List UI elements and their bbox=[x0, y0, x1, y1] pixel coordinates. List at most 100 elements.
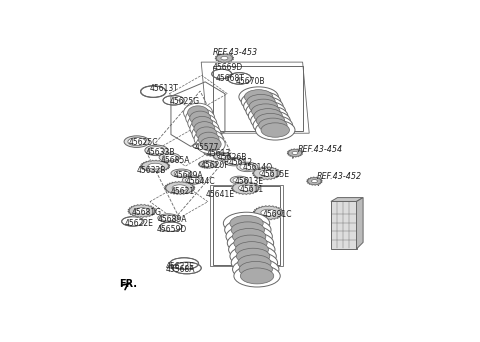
Ellipse shape bbox=[161, 215, 176, 221]
Text: 45632B: 45632B bbox=[137, 166, 166, 175]
Ellipse shape bbox=[148, 163, 162, 169]
Ellipse shape bbox=[224, 157, 244, 166]
Polygon shape bbox=[252, 167, 281, 180]
Ellipse shape bbox=[198, 132, 219, 146]
Polygon shape bbox=[287, 149, 303, 157]
Polygon shape bbox=[215, 53, 234, 63]
Polygon shape bbox=[331, 201, 357, 249]
Text: 45626B: 45626B bbox=[217, 153, 247, 162]
Text: 45611: 45611 bbox=[240, 185, 264, 194]
Ellipse shape bbox=[148, 147, 165, 154]
Ellipse shape bbox=[182, 176, 204, 184]
Text: 45633B: 45633B bbox=[146, 148, 175, 157]
Text: 45644C: 45644C bbox=[185, 177, 215, 186]
Ellipse shape bbox=[233, 258, 279, 280]
Ellipse shape bbox=[226, 225, 272, 248]
Ellipse shape bbox=[158, 214, 179, 222]
Ellipse shape bbox=[128, 137, 145, 146]
Ellipse shape bbox=[255, 120, 295, 140]
Text: 45669D: 45669D bbox=[213, 63, 243, 73]
Ellipse shape bbox=[174, 170, 189, 176]
Text: 45689A: 45689A bbox=[158, 215, 187, 224]
Ellipse shape bbox=[244, 96, 283, 116]
Ellipse shape bbox=[254, 109, 282, 123]
Polygon shape bbox=[231, 182, 260, 195]
Text: 45613T: 45613T bbox=[150, 84, 179, 93]
Text: 45691C: 45691C bbox=[263, 210, 293, 219]
Ellipse shape bbox=[253, 115, 293, 135]
Text: 45612: 45612 bbox=[229, 158, 253, 167]
Text: 45649A: 45649A bbox=[174, 171, 203, 180]
Text: 45659D: 45659D bbox=[156, 225, 187, 234]
Polygon shape bbox=[213, 152, 230, 160]
Ellipse shape bbox=[162, 154, 177, 161]
Ellipse shape bbox=[217, 154, 226, 158]
Polygon shape bbox=[198, 160, 217, 168]
Ellipse shape bbox=[231, 252, 277, 274]
Ellipse shape bbox=[238, 255, 271, 271]
Ellipse shape bbox=[247, 94, 275, 109]
Ellipse shape bbox=[312, 180, 317, 183]
Ellipse shape bbox=[237, 248, 270, 264]
Ellipse shape bbox=[233, 177, 246, 183]
Ellipse shape bbox=[234, 235, 267, 251]
Ellipse shape bbox=[261, 209, 276, 216]
Ellipse shape bbox=[208, 150, 215, 154]
Polygon shape bbox=[141, 160, 170, 172]
Ellipse shape bbox=[230, 245, 276, 267]
Ellipse shape bbox=[228, 239, 275, 261]
Ellipse shape bbox=[240, 268, 274, 284]
Ellipse shape bbox=[200, 137, 221, 151]
Text: 45613: 45613 bbox=[207, 149, 231, 158]
Ellipse shape bbox=[183, 103, 213, 122]
Ellipse shape bbox=[228, 232, 274, 254]
Ellipse shape bbox=[171, 169, 192, 177]
Text: 45625C: 45625C bbox=[129, 138, 158, 147]
Ellipse shape bbox=[235, 242, 268, 258]
Text: 45621: 45621 bbox=[171, 187, 195, 196]
Ellipse shape bbox=[234, 265, 280, 287]
Ellipse shape bbox=[239, 185, 252, 191]
Ellipse shape bbox=[194, 122, 215, 135]
Polygon shape bbox=[307, 177, 322, 185]
Text: 45614Q: 45614Q bbox=[243, 163, 273, 172]
Ellipse shape bbox=[159, 153, 180, 162]
Ellipse shape bbox=[241, 92, 281, 111]
Text: 45625G: 45625G bbox=[169, 97, 200, 106]
Ellipse shape bbox=[231, 222, 264, 238]
Ellipse shape bbox=[196, 135, 225, 154]
Ellipse shape bbox=[185, 177, 200, 183]
Ellipse shape bbox=[259, 118, 287, 132]
Ellipse shape bbox=[251, 110, 290, 131]
Text: 45577: 45577 bbox=[195, 143, 219, 152]
Ellipse shape bbox=[230, 176, 249, 184]
Text: REF.43-452: REF.43-452 bbox=[317, 172, 362, 181]
Text: 45568A: 45568A bbox=[166, 265, 195, 274]
Ellipse shape bbox=[221, 56, 228, 60]
Text: REF.43-453: REF.43-453 bbox=[213, 48, 258, 56]
Ellipse shape bbox=[203, 162, 213, 166]
Ellipse shape bbox=[190, 119, 219, 138]
Ellipse shape bbox=[260, 170, 274, 176]
Ellipse shape bbox=[240, 163, 255, 170]
Text: 45668T: 45668T bbox=[216, 74, 245, 83]
Text: 45685A: 45685A bbox=[160, 156, 190, 166]
Ellipse shape bbox=[248, 106, 288, 126]
Ellipse shape bbox=[261, 123, 289, 137]
Text: 45670B: 45670B bbox=[236, 77, 265, 86]
Ellipse shape bbox=[239, 261, 273, 277]
Polygon shape bbox=[357, 198, 363, 249]
Text: 45681G: 45681G bbox=[132, 208, 161, 217]
Text: 45613E: 45613E bbox=[234, 176, 263, 186]
Ellipse shape bbox=[232, 228, 266, 245]
Text: FR.: FR. bbox=[119, 279, 137, 289]
Ellipse shape bbox=[225, 219, 271, 241]
Polygon shape bbox=[203, 148, 219, 156]
Ellipse shape bbox=[237, 162, 258, 172]
Ellipse shape bbox=[188, 114, 217, 133]
Ellipse shape bbox=[172, 185, 187, 191]
Text: 45641E: 45641E bbox=[206, 190, 235, 199]
Ellipse shape bbox=[230, 215, 263, 231]
Ellipse shape bbox=[190, 111, 211, 125]
Ellipse shape bbox=[246, 101, 286, 121]
